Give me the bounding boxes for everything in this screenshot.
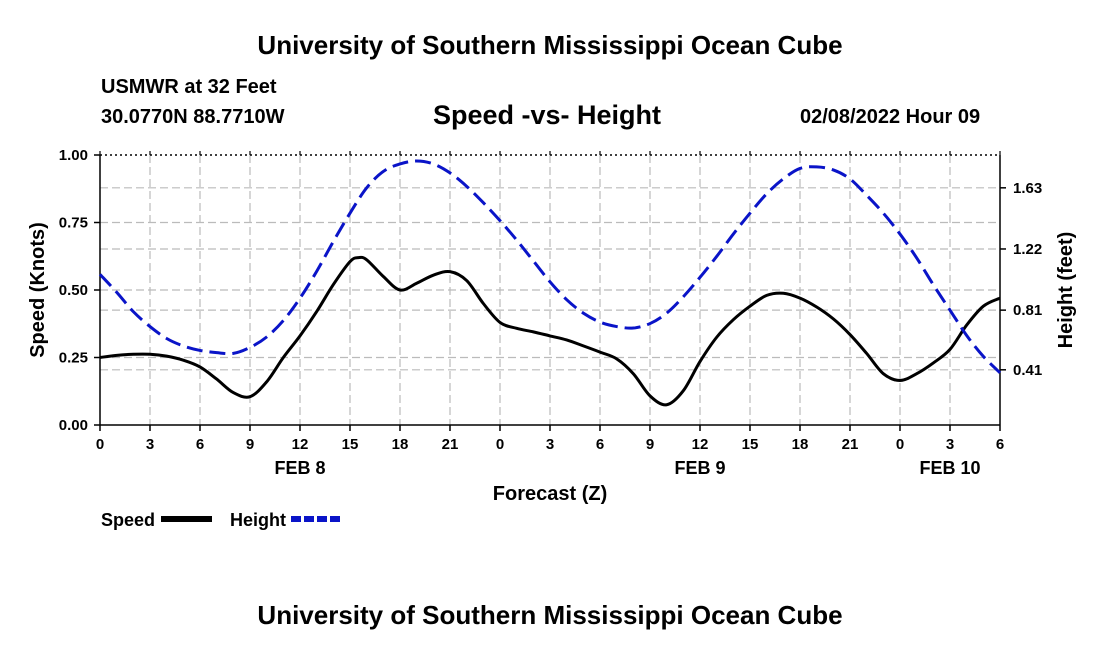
x-tick-label: 18 xyxy=(392,436,409,453)
x-tick-label: 18 xyxy=(792,436,809,453)
x-tick-label: 15 xyxy=(342,436,359,453)
x-tick-label: 21 xyxy=(442,436,459,453)
x-tick-label: 6 xyxy=(996,436,1004,453)
chart-title: Speed -vs- Height xyxy=(433,100,662,130)
speed-height-chart: 0 3 6 9 12 15 18 21 0 3 6 9 12 15 18 21 0 3 6 FEB 8 FEB 9 FEB… xyxy=(27,147,1077,505)
axes xyxy=(94,151,1006,431)
legend-height-swatch xyxy=(291,516,342,522)
x-tick-label: 15 xyxy=(742,436,759,453)
series-layer xyxy=(98,159,1002,407)
station-label: USMWR at 32 Feet xyxy=(101,76,277,98)
legend-speed-swatch xyxy=(161,516,212,522)
y-tick-label: 0.75 xyxy=(59,215,88,232)
y2-tick-label: 1.22 xyxy=(1013,241,1042,258)
y-tick-label: 0.50 xyxy=(59,282,88,299)
x-tick-label: 3 xyxy=(946,436,954,453)
page-title-bottom: University of Southern Mississippi Ocean… xyxy=(257,600,843,630)
x-tick-label: 0 xyxy=(896,436,904,453)
x-tick-label: 6 xyxy=(596,436,604,453)
x-tick-label: 9 xyxy=(246,436,254,453)
x-tick-label: 21 xyxy=(842,436,859,453)
y2-tick-label: 0.41 xyxy=(1013,362,1042,379)
y-axis-title: Speed (Knots) xyxy=(27,222,49,358)
date-label: FEB 10 xyxy=(919,458,980,478)
date-label: FEB 9 xyxy=(674,458,725,478)
y-tick-label: 0.00 xyxy=(59,417,88,434)
x-tick-label: 6 xyxy=(196,436,204,453)
grid-lines xyxy=(100,155,1000,425)
y-tick-label: 0.25 xyxy=(59,350,88,367)
y2-tick-label: 1.63 xyxy=(1013,180,1042,197)
x-tick-label: 0 xyxy=(496,436,504,453)
x-axis-title: Forecast (Z) xyxy=(493,483,607,505)
legend-height-label: Height xyxy=(230,510,286,530)
y-tick-label: 1.00 xyxy=(59,147,88,164)
axis-labels: 0 3 6 9 12 15 18 21 0 3 6 9 12 15 18 21 0 3 6 FEB 8 FEB 9 FEB… xyxy=(27,147,1077,505)
height-series-line xyxy=(98,159,1002,374)
x-tick-label: 0 xyxy=(96,436,104,453)
datetime-label: 02/08/2022 Hour 09 xyxy=(800,106,981,128)
x-tick-label: 3 xyxy=(146,436,154,453)
y2-tick-label: 0.81 xyxy=(1013,302,1042,319)
legend-speed-label: Speed xyxy=(101,510,156,530)
coordinates-label: 30.0770N 88.7710W xyxy=(101,106,285,128)
y2-axis-title: Height (feet) xyxy=(1055,232,1077,349)
x-tick-label: 3 xyxy=(546,436,554,453)
x-tick-label: 12 xyxy=(292,436,309,453)
speed-series-line xyxy=(99,255,1001,407)
x-tick-label: 9 xyxy=(646,436,654,453)
date-label: FEB 8 xyxy=(274,458,325,478)
x-tick-label: 12 xyxy=(692,436,709,453)
page-title-top: University of Southern Mississippi Ocean… xyxy=(257,30,843,60)
